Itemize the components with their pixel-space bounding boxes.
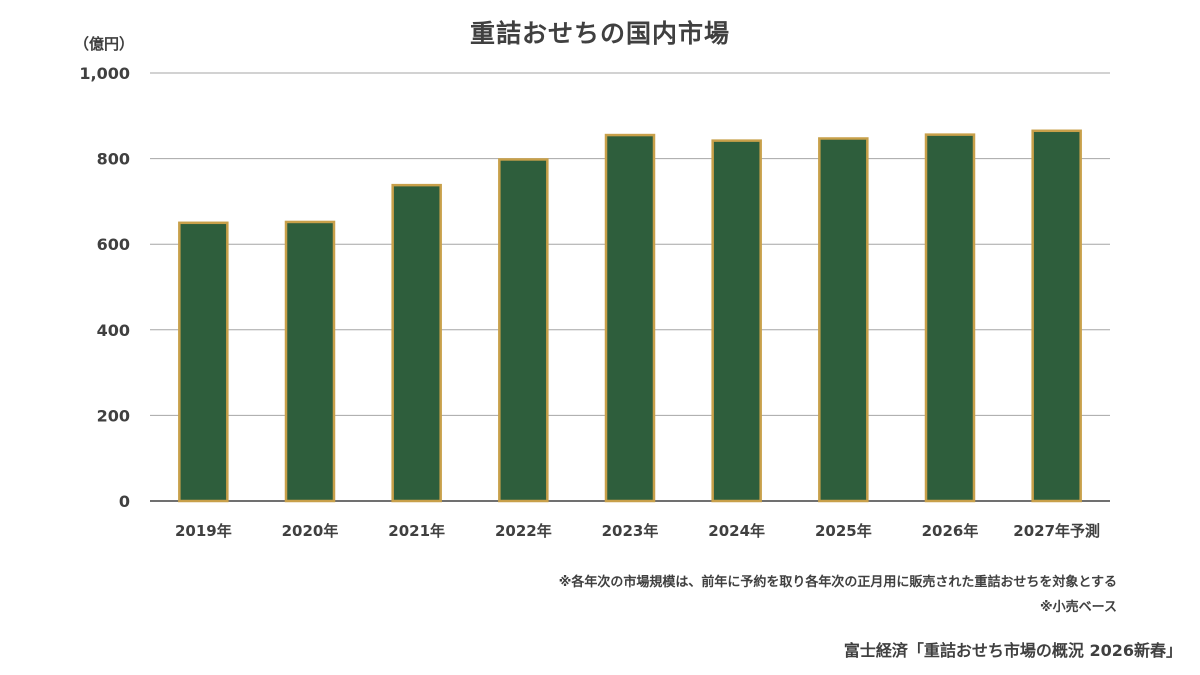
x-tick-label: 2027年予測 [1013, 522, 1100, 540]
y-tick-label: 0 [119, 492, 130, 511]
y-tick-label: 800 [97, 150, 130, 169]
x-tick-label: 2023年 [602, 522, 659, 540]
bar-2023年 [604, 133, 656, 503]
bar-2022年 [498, 158, 549, 503]
source-citation: 富士経済「重詰おせち市場の概況 2026新春」 [843, 641, 1182, 660]
bars [178, 129, 1082, 503]
x-tick-label: 2026年 [922, 522, 979, 540]
footnote-scope: ※各年次の市場規模は、前年に予約を取り各年次の正月用に販売された重詰おせちを対象… [558, 575, 1117, 590]
bar-2021年 [391, 183, 442, 503]
chart-title: 重詰おせちの国内市場 [469, 19, 730, 48]
bar-2026年 [924, 133, 976, 503]
y-tick-label: 1,000 [79, 64, 130, 83]
y-tick-labels: 0 200 400 600 800 1,000 [79, 64, 130, 511]
x-tick-label: 2022年 [495, 522, 552, 540]
x-tick-label: 2021年 [388, 522, 445, 540]
bar-2024年 [711, 139, 762, 503]
y-tick-label: 200 [97, 406, 130, 425]
y-tick-label: 400 [97, 321, 130, 340]
bar-2025年 [818, 137, 869, 503]
bar-2019年 [178, 221, 229, 503]
y-axis-unit-label: （億円） [74, 35, 135, 53]
y-tick-label: 600 [97, 235, 130, 254]
x-tick-label: 2024年 [708, 522, 765, 540]
bar-2027年予測 [1031, 129, 1082, 503]
x-tick-label: 2020年 [282, 522, 339, 540]
footnote-retail-basis: ※小売ベース [1040, 600, 1117, 615]
x-tick-label: 2019年 [175, 522, 232, 540]
bar-2020年 [284, 220, 336, 503]
x-tick-label: 2025年 [815, 522, 872, 540]
x-tick-labels: 2019年 2020年 2021年 2022年 2023年 2024年 2025年 2026年… [175, 522, 1100, 540]
